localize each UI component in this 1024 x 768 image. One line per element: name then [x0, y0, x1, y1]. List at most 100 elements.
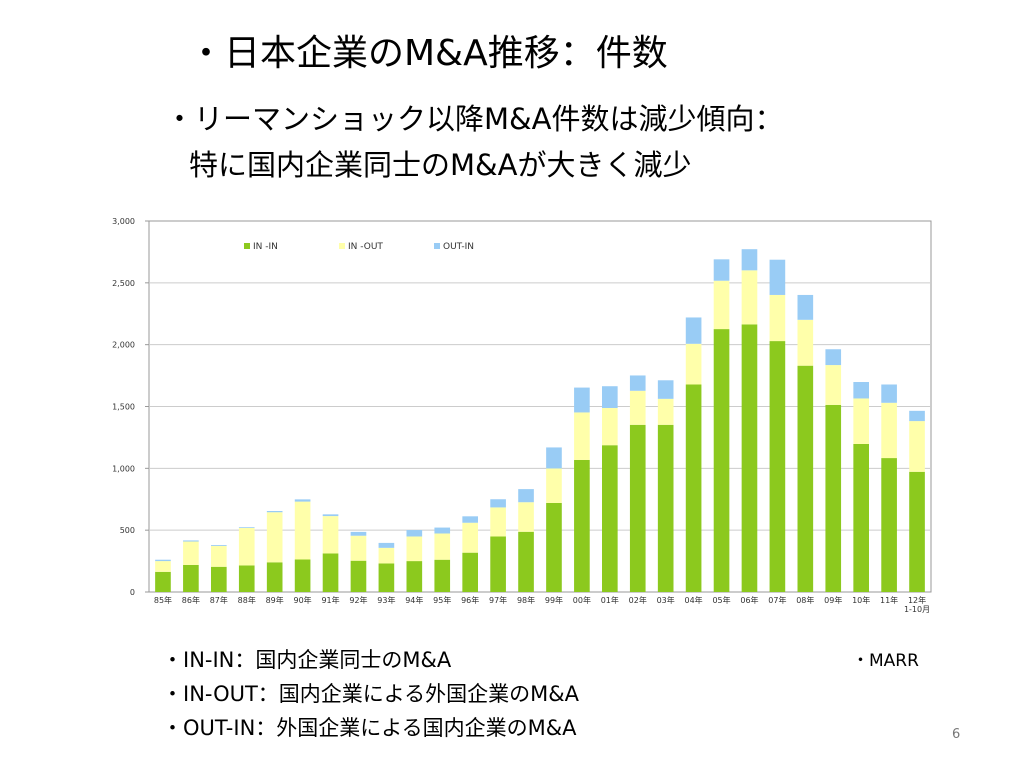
bar-in-in — [797, 365, 814, 592]
bar-in-in — [518, 531, 534, 592]
bar-out-in — [769, 259, 786, 295]
bar-out-in — [434, 527, 451, 534]
y-tick-label: 2,000 — [112, 341, 135, 350]
x-tick-label: 93年 — [377, 595, 395, 605]
page-number: 6 — [952, 727, 961, 742]
x-tick-label: 86年 — [182, 595, 200, 605]
y-tick-label: 3,000 — [112, 217, 135, 226]
definition-out-in: ・OUT-IN：外国企業による国内企業のM&A — [162, 716, 577, 740]
bar-out-in — [657, 380, 674, 399]
x-tick-label: 88年 — [238, 595, 256, 605]
y-tick-label: 2,500 — [112, 279, 135, 288]
bar-in-out — [211, 545, 227, 567]
bar-out-in — [378, 542, 395, 548]
legend-swatch — [434, 243, 440, 249]
bar-out-in — [602, 386, 618, 408]
bar-in-out — [238, 527, 255, 566]
bar-in-in — [657, 424, 674, 592]
bar-in-out — [294, 501, 311, 560]
definition-in-out: ・IN-OUT：国内企業による外国企業のM&A — [162, 682, 580, 706]
bar-out-in — [797, 294, 814, 320]
bar-in-in — [211, 566, 227, 592]
y-tick-label: 1,500 — [112, 403, 135, 412]
bar-in-out — [741, 270, 758, 325]
x-tick-label: 87年 — [210, 595, 228, 605]
bar-out-in — [155, 559, 171, 562]
bar-in-in — [322, 553, 339, 592]
bar-in-in — [406, 561, 423, 592]
x-tick-label: 03年 — [657, 595, 675, 605]
bar-in-in — [378, 563, 395, 592]
bar-out-in — [574, 387, 590, 413]
bar-in-in — [825, 404, 842, 592]
x-tick-label: 07年 — [768, 595, 786, 605]
subtitle-line-1: ・リーマンショック以降M&A件数は減少傾向： — [165, 102, 784, 136]
y-tick-label: 1,000 — [112, 464, 135, 473]
bar-in-in — [769, 341, 786, 592]
bar-in-out — [350, 535, 367, 561]
bar-in-out — [825, 365, 842, 405]
bar-in-out — [574, 412, 590, 460]
bar-in-in — [629, 424, 646, 592]
bar-in-in — [155, 571, 171, 592]
bar-out-in — [909, 410, 925, 422]
x-tick-label: 96年 — [461, 595, 479, 605]
bar-out-in — [211, 545, 227, 546]
legend-label: OUT-IN — [443, 242, 474, 252]
x-tick-label: 92年 — [349, 595, 367, 605]
bar-out-in — [294, 499, 311, 502]
bar-in-in — [853, 443, 869, 592]
bar-out-in — [490, 499, 506, 508]
bar-in-out — [657, 398, 674, 425]
bar-in-out — [378, 547, 395, 564]
bar-in-out — [155, 561, 171, 572]
bar-out-in — [406, 530, 423, 537]
bar-in-in — [713, 329, 730, 592]
x-tick-label: 90年 — [294, 595, 312, 605]
x-tick-label: 01年 — [601, 595, 619, 605]
bar-in-in — [741, 324, 758, 592]
bar-in-in — [350, 560, 367, 592]
bar-in-out — [769, 294, 786, 342]
bar-in-in — [574, 459, 590, 592]
bar-in-in — [434, 559, 451, 592]
x-tick-label: 89年 — [266, 595, 284, 605]
bar-in-in — [602, 445, 618, 592]
bar-in-in — [909, 471, 925, 592]
bar-out-in — [266, 510, 283, 513]
x-tick-label: 91年 — [321, 595, 339, 605]
y-tick-label: 500 — [120, 526, 135, 535]
bar-in-in — [462, 552, 478, 592]
x-tick-label: 97年 — [489, 595, 507, 605]
x-tick-label: 02年 — [629, 595, 647, 605]
source-note: ・MARR — [852, 651, 919, 671]
bar-out-in — [629, 375, 646, 391]
bar-out-in — [238, 527, 255, 528]
bar-in-in — [183, 564, 199, 592]
bar-in-out — [881, 402, 897, 459]
bar-out-in — [350, 531, 367, 536]
bar-in-out — [462, 522, 478, 553]
x-tick-label: 11年 — [880, 595, 898, 605]
bar-out-in — [462, 516, 478, 523]
bar-in-in — [490, 536, 506, 592]
x-tick-label: 95年 — [433, 595, 451, 605]
bar-out-in — [685, 317, 702, 344]
bar-out-in — [741, 249, 758, 271]
x-tick-label: 05年 — [712, 595, 730, 605]
bar-in-out — [602, 407, 618, 446]
bar-in-out — [713, 280, 730, 330]
bar-in-out — [909, 421, 925, 472]
bar-in-in — [546, 502, 562, 592]
x-tick-label: 94年 — [405, 595, 423, 605]
stacked-bar-chart: 0 500 1,000 1,500 2,000 2,500 3,000 85年 86年 87年 88… — [112, 217, 932, 614]
definition-in-in: ・IN-IN：国内企業同士のM&A — [162, 648, 452, 672]
ma-count-chart: 0 500 1,000 1,500 2,000 2,500 3,000 85年 86年 87年 88… — [95, 208, 945, 638]
subtitle-line-2: 特に国内企業同士のM&Aが大きく減少 — [189, 148, 692, 182]
bar-in-out — [518, 502, 534, 532]
bar-in-in — [266, 562, 283, 592]
bar-in-in — [294, 559, 311, 592]
bar-in-out — [853, 398, 869, 444]
bar-in-out — [797, 319, 814, 366]
bar-out-in — [183, 540, 199, 542]
